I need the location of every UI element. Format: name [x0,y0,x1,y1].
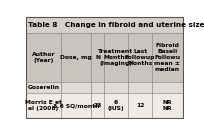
Text: Table 8   Change in fibroid and uterine size with GnRH agon: Table 8 Change in fibroid and uterine si… [28,22,204,28]
Text: Goserelin: Goserelin [28,85,60,90]
Text: 3.6 SQ/month: 3.6 SQ/month [53,103,99,108]
Text: 12: 12 [136,103,144,108]
Text: Treatment
Months
(Imaging): Treatment Months (Imaging) [98,49,134,66]
Text: Author
(Year): Author (Year) [32,52,55,63]
Text: NR
NR: NR NR [163,100,172,111]
Text: 23: 23 [93,103,102,108]
Text: Morris E et
al (2008): Morris E et al (2008) [25,100,62,111]
Bar [26,17,183,33]
Text: Dose, mg: Dose, mg [60,55,92,60]
Bar [26,33,183,82]
Bar [26,93,183,118]
Text: N: N [95,55,100,60]
Text: 6
(IUS): 6 (IUS) [108,100,124,111]
Text: Last
Followup
Months: Last Followup Months [125,49,155,66]
Text: Fibroid
Baseli
Followu
mean ±
median: Fibroid Baseli Followu mean ± median [154,43,181,72]
Bar [26,82,183,93]
